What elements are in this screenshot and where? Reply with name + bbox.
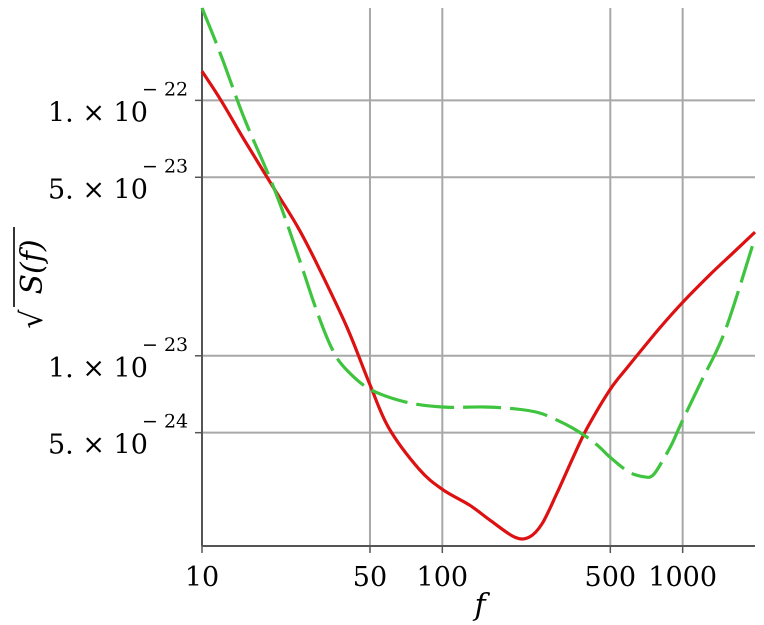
y-tick-mantissa-3: 1. × 10 <box>48 97 148 128</box>
y-tick-exponent-0: − 24 <box>142 411 188 433</box>
axes <box>195 8 755 553</box>
y-tick-mantissa-1: 1. × 10 <box>48 353 148 384</box>
x-tick-label-1000: 1000 <box>648 562 717 593</box>
x-axis-title: f <box>472 588 490 623</box>
y-axis-title: S(f) <box>15 239 50 294</box>
y-tick-mantissa-2: 5. × 10 <box>48 174 148 205</box>
y-tick-labels: 5. × 10− 241. × 10− 235. × 10− 231. × 10… <box>48 78 188 460</box>
series-lines <box>200 7 757 541</box>
x-tick-label-10: 10 <box>185 562 219 593</box>
y-axis-sqrt-sign: √ <box>15 309 50 329</box>
x-tick-label-100: 100 <box>417 562 469 593</box>
red-solid-series-line <box>200 70 757 541</box>
grid-lines <box>201 8 755 546</box>
y-tick-exponent-2: − 23 <box>142 155 188 177</box>
y-axis-title-group: √ S(f) <box>13 227 50 329</box>
x-tick-labels: 10 50 100 500 1000 <box>185 562 717 593</box>
green-dashed-series-line <box>200 7 757 479</box>
y-tick-exponent-1: − 23 <box>142 334 188 356</box>
x-tick-label-500: 500 <box>585 562 637 593</box>
y-tick-exponent-3: − 22 <box>142 78 188 100</box>
x-tick-label-50: 50 <box>353 562 387 593</box>
y-tick-mantissa-0: 5. × 10 <box>48 430 148 461</box>
